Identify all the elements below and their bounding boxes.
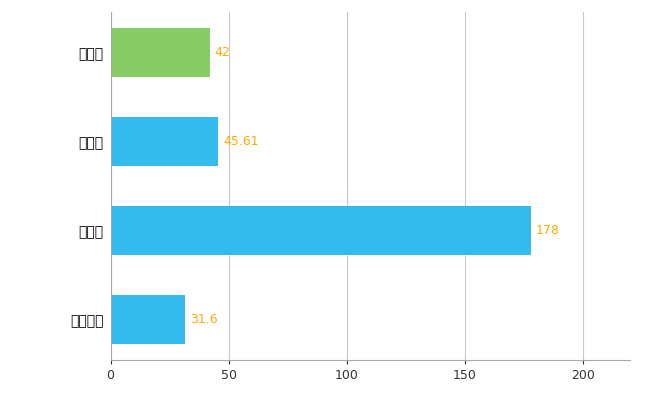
Text: 42: 42 <box>214 46 230 59</box>
Bar <box>111 117 218 166</box>
Text: 31.6: 31.6 <box>190 313 218 326</box>
Text: 178: 178 <box>536 224 560 237</box>
Bar <box>111 295 185 344</box>
Bar <box>111 28 210 77</box>
Text: 45.61: 45.61 <box>223 135 259 148</box>
Bar <box>111 206 531 255</box>
